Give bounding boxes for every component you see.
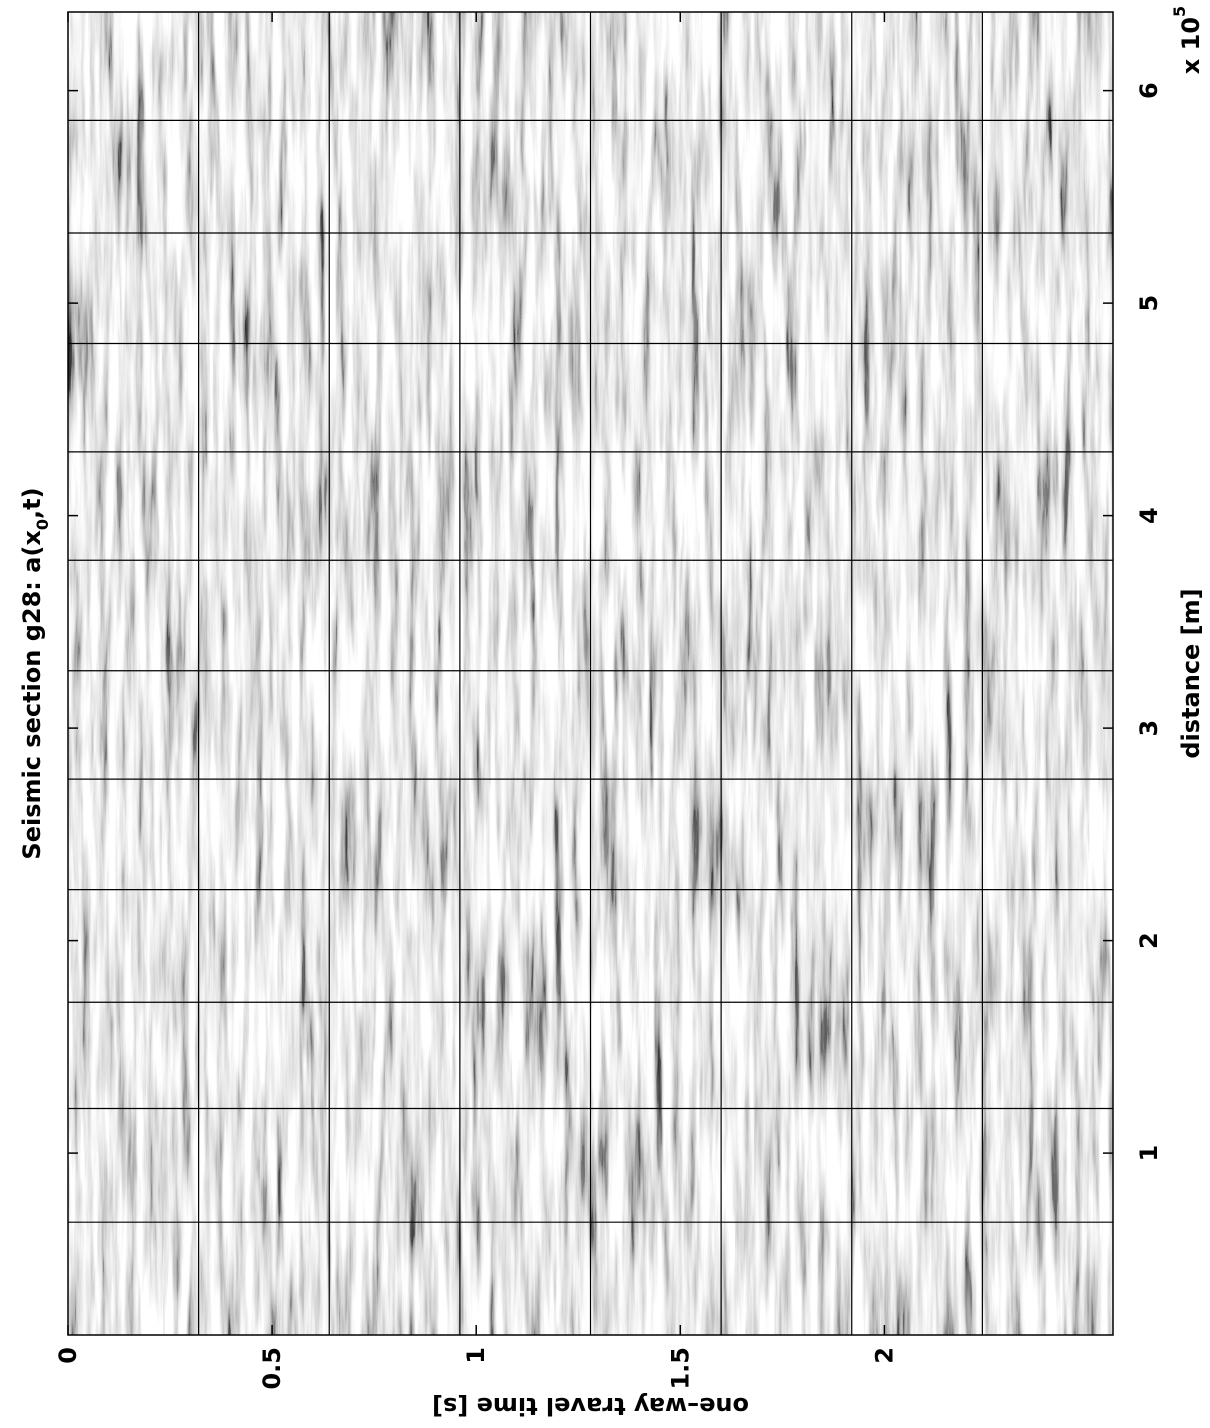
y-tick-label: 0.5: [258, 1347, 286, 1390]
x-tick-label: 2: [1135, 932, 1163, 949]
x-multiplier-base: x 10: [1177, 17, 1205, 74]
x-tick-label: 1: [1135, 1145, 1163, 1162]
y-tick-label: 0: [54, 1347, 82, 1364]
x-tick-label: 3: [1135, 720, 1163, 737]
title-end: ,t): [18, 487, 46, 519]
x-tick-label: 6: [1135, 82, 1163, 99]
x-tick-label: 4: [1135, 507, 1163, 524]
x-multiplier: x 105: [1170, 6, 1205, 74]
y-tick-label: 2: [870, 1347, 898, 1364]
x-multiplier-exponent: 5: [1170, 6, 1189, 17]
x-axis-label: distance [m]: [1177, 588, 1205, 758]
y-axis-label: one–way travel time [s]: [432, 1392, 749, 1420]
y-tick-label: 1: [462, 1347, 490, 1364]
x-tick-label: 5: [1135, 295, 1163, 312]
y-tick-label: 1.5: [666, 1347, 694, 1390]
chart-title: Seismic section g28: a(x0,t): [18, 487, 52, 859]
title-subscript: 0: [33, 519, 52, 530]
title-main: Seismic section g28: a(x: [18, 530, 46, 860]
plot-frame: [67, 11, 1114, 1336]
